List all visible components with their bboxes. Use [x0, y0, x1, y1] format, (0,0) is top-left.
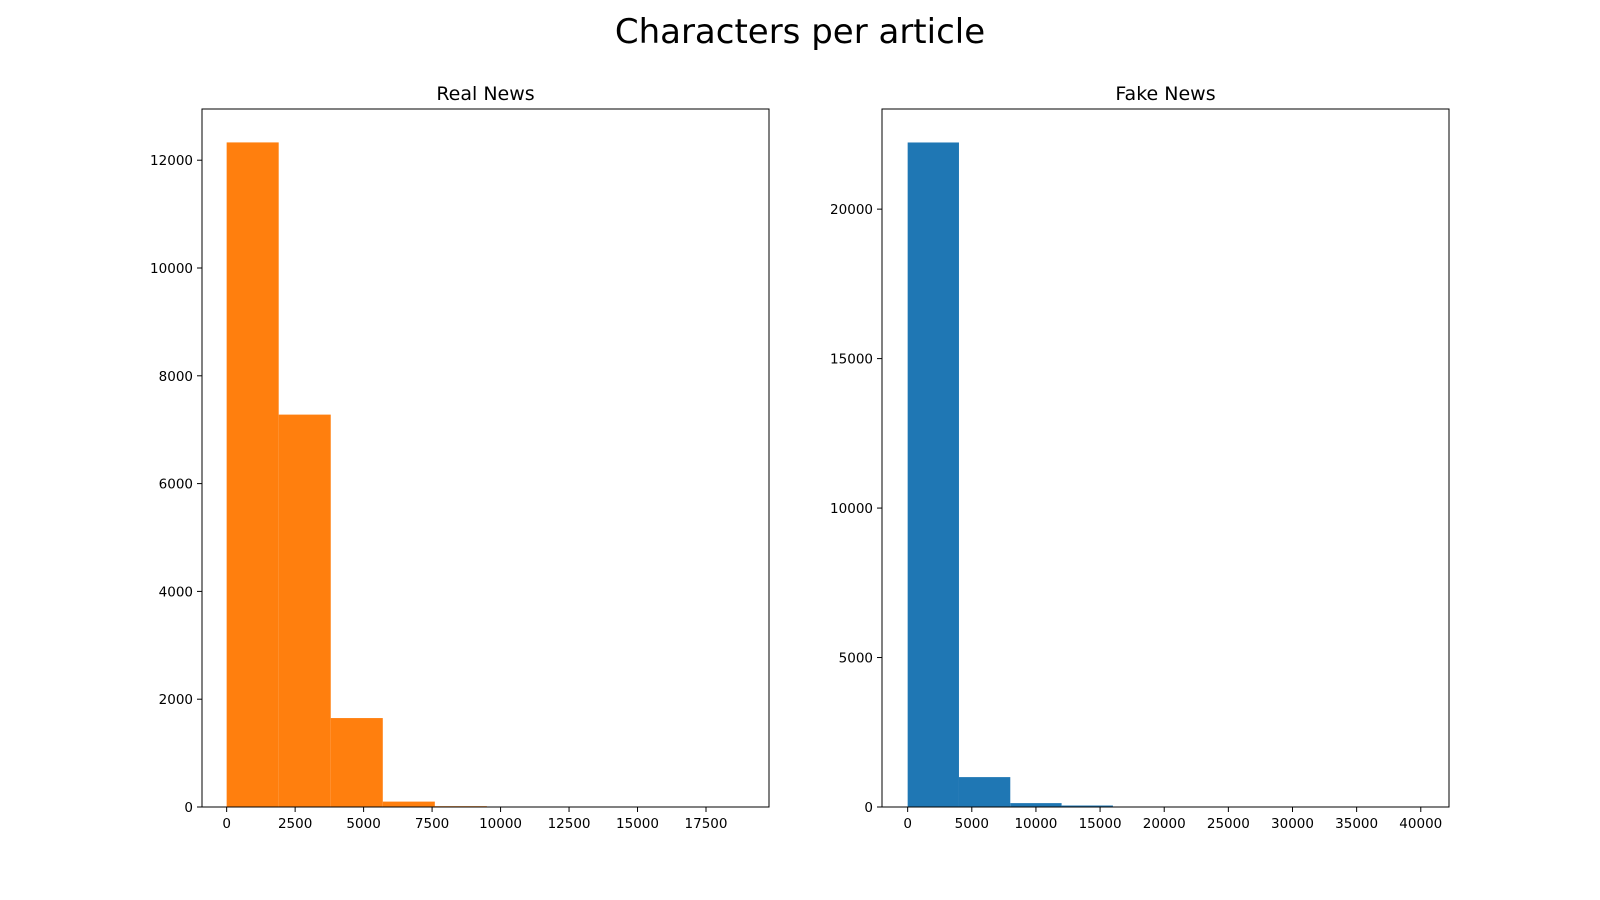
x-tick-label: 5000 [955, 816, 989, 832]
x-tick-label: 0 [903, 816, 912, 832]
x-tick-label: 10000 [479, 816, 522, 832]
x-tick-label: 7500 [415, 816, 449, 832]
axes-frame [201, 108, 770, 808]
y-tick-label: 0 [184, 800, 193, 816]
y-tick-label: 12000 [150, 153, 193, 169]
x-tick-label: 12500 [548, 816, 591, 832]
x-tick-label: 20000 [1143, 816, 1186, 832]
y-tick-label: 10000 [830, 501, 873, 517]
x-tick-label: 5000 [346, 816, 380, 832]
subplot-1: Fake News 0 5000 10000 15000 20000 25000 30000 3… [830, 83, 1450, 832]
y-tick-label: 10000 [150, 261, 193, 277]
x-tick-label: 2500 [278, 816, 312, 832]
y-tick-label: 4000 [159, 584, 193, 600]
histogram-bar [278, 414, 331, 807]
x-tick-label: 30000 [1271, 816, 1314, 832]
subplot-title: Fake News [1115, 83, 1215, 105]
y-tick-label: 6000 [159, 477, 193, 493]
histogram-bar [226, 142, 279, 808]
y-tick-label: 2000 [159, 692, 193, 708]
x-tick-label: 40000 [1399, 816, 1442, 832]
y-tick-label: 15000 [830, 352, 873, 368]
y-tick-label: 20000 [830, 202, 873, 218]
axes-frame [881, 108, 1450, 808]
histogram-bar [1010, 803, 1062, 807]
histogram-bar [907, 142, 959, 807]
histogram-bar [958, 777, 1011, 807]
x-tick-label: 25000 [1207, 816, 1250, 832]
histogram-bar [330, 718, 383, 807]
y-tick-label: 0 [864, 800, 873, 816]
y-tick-label: 8000 [159, 369, 193, 385]
subplot-title: Real News [436, 83, 534, 105]
x-tick-label: 15000 [616, 816, 659, 832]
x-tick-label: 17500 [685, 816, 728, 832]
histogram-bar [1061, 805, 1113, 807]
x-tick-label: 0 [222, 816, 231, 832]
subplot-0: Real News 0 2500 5000 7500 10000 12500 15000 175… [150, 83, 770, 832]
x-tick-label: 35000 [1335, 816, 1378, 832]
figure-title: Characters per article [614, 12, 986, 52]
histogram-bar [382, 801, 435, 807]
x-tick-label: 15000 [1079, 816, 1122, 832]
x-tick-label: 10000 [1014, 816, 1057, 832]
y-tick-label: 5000 [839, 651, 873, 667]
